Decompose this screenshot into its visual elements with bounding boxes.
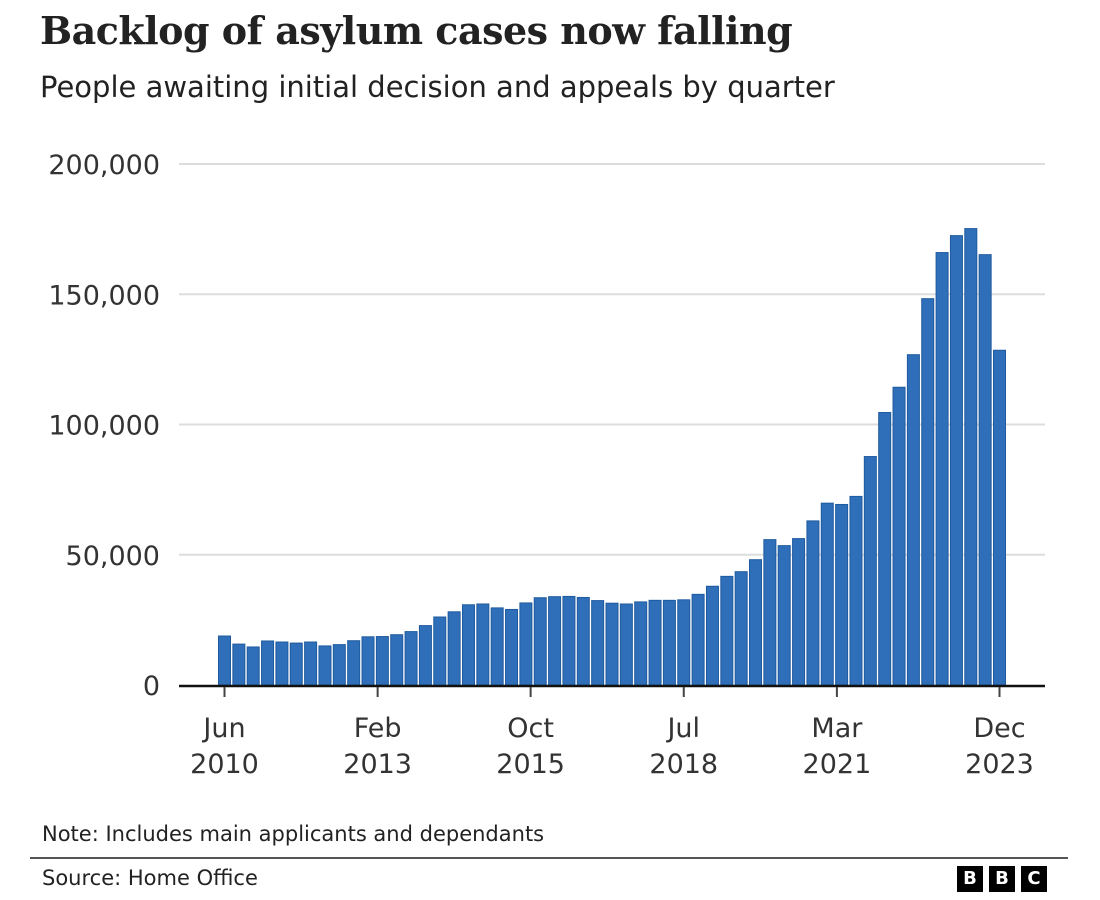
bar xyxy=(261,640,275,686)
bar xyxy=(763,539,777,686)
bar xyxy=(375,636,389,686)
bar xyxy=(418,625,432,686)
bar xyxy=(677,599,691,686)
bars xyxy=(218,228,1006,686)
bar xyxy=(921,298,935,686)
bar xyxy=(289,642,303,686)
x-tick-label-year: 2010 xyxy=(190,749,259,780)
x-tick-label-month: Mar xyxy=(811,713,863,744)
bar xyxy=(978,254,992,686)
bar xyxy=(361,636,375,686)
x-tick-label-year: 2013 xyxy=(343,749,412,780)
bar xyxy=(863,456,877,686)
y-tick-label: 100,000 xyxy=(48,411,160,442)
bar xyxy=(906,354,920,686)
bar xyxy=(476,603,490,686)
bar xyxy=(806,520,820,686)
bar xyxy=(634,601,648,686)
bar xyxy=(749,559,763,686)
bar xyxy=(548,596,562,686)
y-tick-label: 150,000 xyxy=(48,280,160,311)
bar xyxy=(720,575,734,686)
bar xyxy=(591,600,605,686)
bar xyxy=(605,602,619,686)
bar xyxy=(705,585,719,686)
bar xyxy=(648,599,662,686)
bbc-logo-letter: B xyxy=(989,866,1015,892)
x-axis: Jun 2010 Feb 2013 Oct 2015 Jul 2018 Mar 2021 Dec 20… xyxy=(190,687,1034,780)
bar xyxy=(246,646,260,686)
bar xyxy=(447,611,461,686)
footer-divider xyxy=(30,857,1068,859)
bar xyxy=(777,545,791,686)
bar xyxy=(490,607,504,686)
x-tick-label-month: Dec xyxy=(973,713,1025,744)
bar xyxy=(347,640,361,686)
bar xyxy=(949,235,963,686)
bbc-logo-letter: C xyxy=(1021,866,1047,892)
bar xyxy=(404,631,418,686)
x-tick-label-month: Feb xyxy=(354,713,402,744)
x-tick-label-year: 2018 xyxy=(649,749,718,780)
bar xyxy=(332,644,346,686)
bar xyxy=(734,571,748,686)
chart-note: Note: Includes main applicants and depen… xyxy=(42,822,545,846)
bar xyxy=(275,641,289,686)
bar xyxy=(792,538,806,686)
y-tick-label: 0 xyxy=(143,671,160,702)
bar xyxy=(232,643,246,686)
x-tick-label-year: 2021 xyxy=(803,749,872,780)
bar xyxy=(993,349,1006,686)
chart-source: Source: Home Office xyxy=(42,866,258,890)
bar xyxy=(318,645,332,686)
bar xyxy=(218,635,231,686)
bar xyxy=(892,386,906,686)
y-tick-label: 200,000 xyxy=(48,150,160,181)
bar xyxy=(662,599,676,686)
bar xyxy=(533,597,547,686)
bar xyxy=(619,603,633,686)
bbc-logo: B B C xyxy=(957,866,1047,892)
chart-title: Backlog of asylum cases now falling xyxy=(40,8,793,53)
x-tick-label-year: 2023 xyxy=(965,749,1034,780)
x-tick-label-month: Jul xyxy=(665,713,700,744)
bar xyxy=(964,228,978,686)
bar xyxy=(505,608,519,686)
y-tick-label: 50,000 xyxy=(66,541,160,572)
bar xyxy=(691,593,705,686)
bar xyxy=(935,252,949,686)
chart-subtitle: People awaiting initial decision and app… xyxy=(40,70,835,104)
bar xyxy=(390,634,404,686)
bar xyxy=(562,595,576,686)
bar xyxy=(304,641,318,686)
x-tick-label-year: 2015 xyxy=(496,749,565,780)
bbc-logo-letter: B xyxy=(957,866,983,892)
x-tick-label-month: Jun xyxy=(201,713,245,744)
bar xyxy=(461,604,475,686)
bar xyxy=(849,495,863,686)
bar xyxy=(820,502,834,686)
bar xyxy=(835,503,849,686)
x-tick-label-month: Oct xyxy=(507,713,554,744)
y-axis-labels: 0 50,000 100,000 150,000 200,000 xyxy=(48,150,160,702)
bar xyxy=(576,596,590,686)
bar xyxy=(433,616,447,686)
bar xyxy=(519,602,533,686)
bar xyxy=(878,412,892,686)
